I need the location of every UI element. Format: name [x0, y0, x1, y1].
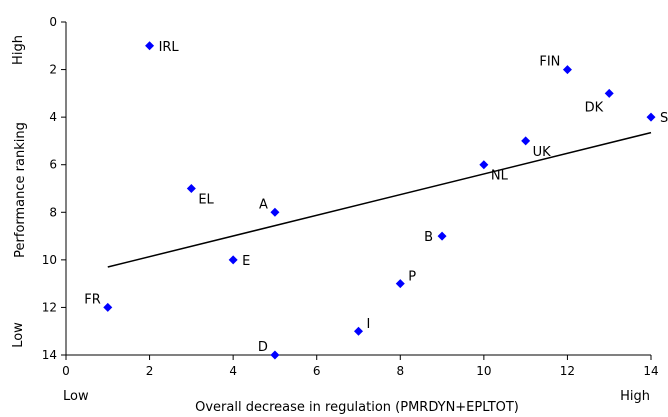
- point-label-nl: NL: [491, 169, 509, 184]
- point-label-a: A: [259, 197, 268, 212]
- point-label-el: EL: [198, 193, 214, 208]
- y-tick-label: 12: [42, 300, 57, 314]
- trendline: [107, 131, 652, 268]
- x-tick-label: 12: [560, 364, 575, 378]
- x-tick-label: 14: [643, 364, 658, 378]
- x-tick-label: 2: [146, 364, 154, 378]
- point-marker-uk: [521, 136, 531, 146]
- point-marker-b: [437, 231, 447, 241]
- trendline-group: [107, 131, 652, 268]
- point-marker-p: [395, 279, 405, 289]
- point-label-i: I: [367, 317, 371, 332]
- point-marker-el: [186, 184, 196, 193]
- point-marker-i: [354, 326, 363, 336]
- x-axis-title: Overall decrease in regulation (PMRDYN+E…: [195, 400, 519, 415]
- point-label-e: E: [242, 254, 250, 269]
- point-marker-fr: [103, 302, 113, 312]
- x-tick-label: 10: [476, 364, 491, 378]
- point-label-fr: FR: [84, 292, 101, 307]
- y-ticks: 0 2 4 6 8 10 12 14: [42, 15, 66, 362]
- y-axis-title: Performance ranking: [13, 122, 28, 258]
- point-marker-s: [646, 112, 656, 122]
- point-marker-fin: [562, 65, 572, 75]
- x-tick-label: 4: [229, 364, 237, 378]
- y-tick-label: 14: [42, 348, 57, 362]
- point-label-p: P: [408, 270, 416, 285]
- point-label-b: B: [424, 230, 433, 245]
- x-tick-label: 0: [62, 364, 70, 378]
- y-tick-label: 6: [49, 158, 57, 172]
- x-high-label: High: [620, 389, 650, 404]
- point-marker-nl: [479, 160, 489, 170]
- point-label-dk: DK: [585, 100, 604, 115]
- point-marker-irl: [145, 41, 155, 51]
- point-label-fin: FIN: [539, 55, 560, 70]
- point-label-s: S: [660, 111, 668, 126]
- point-marker-e: [228, 255, 238, 265]
- x-tick-label: 6: [313, 364, 321, 378]
- x-tick-label: 8: [396, 364, 404, 378]
- point-label-d: D: [258, 340, 268, 355]
- y-tick-label: 10: [42, 253, 57, 267]
- y-tick-label: 4: [49, 110, 57, 124]
- axes: [65, 22, 651, 356]
- data-points: IRL FIN DK S UK NL EL A B E P FR I D: [84, 40, 668, 360]
- y-low-label: Low: [11, 322, 26, 348]
- y-tick-label: 0: [49, 15, 57, 29]
- point-marker-a: [270, 207, 280, 217]
- y-high-label: High: [11, 35, 26, 65]
- point-label-irl: IRL: [159, 40, 180, 55]
- x-ticks: 0 2 4 6 8 10 12 14: [62, 355, 659, 378]
- y-tick-label: 2: [49, 63, 57, 77]
- x-low-label: Low: [63, 389, 89, 404]
- point-label-uk: UK: [533, 145, 552, 160]
- y-tick-label: 8: [49, 205, 57, 219]
- point-marker-d: [270, 350, 280, 360]
- point-marker-dk: [604, 88, 614, 98]
